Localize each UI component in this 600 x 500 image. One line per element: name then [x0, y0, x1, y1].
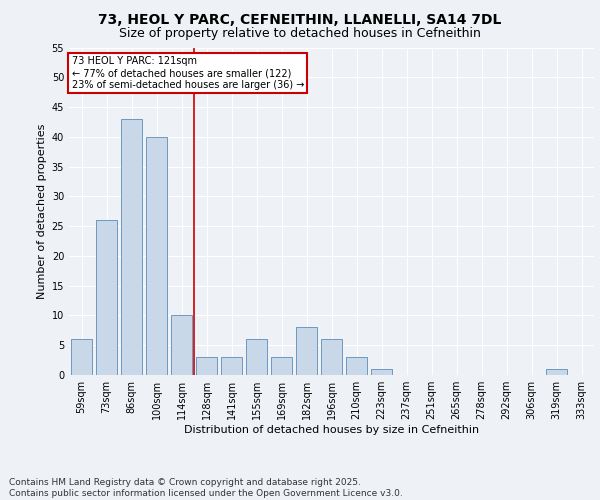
Bar	[246, 340, 267, 375]
Bar	[71, 340, 92, 375]
Bar	[321, 340, 342, 375]
Bar	[296, 328, 317, 375]
Bar	[546, 369, 567, 375]
Bar	[121, 119, 142, 375]
Bar	[371, 369, 392, 375]
Text: 73 HEOL Y PARC: 121sqm
← 77% of detached houses are smaller (122)
23% of semi-de: 73 HEOL Y PARC: 121sqm ← 77% of detached…	[71, 56, 304, 90]
X-axis label: Distribution of detached houses by size in Cefneithin: Distribution of detached houses by size …	[184, 425, 479, 435]
Y-axis label: Number of detached properties: Number of detached properties	[37, 124, 47, 299]
Text: Contains HM Land Registry data © Crown copyright and database right 2025.
Contai: Contains HM Land Registry data © Crown c…	[9, 478, 403, 498]
Bar	[271, 357, 292, 375]
Text: 73, HEOL Y PARC, CEFNEITHIN, LLANELLI, SA14 7DL: 73, HEOL Y PARC, CEFNEITHIN, LLANELLI, S…	[98, 12, 502, 26]
Bar	[346, 357, 367, 375]
Bar	[146, 137, 167, 375]
Bar	[96, 220, 117, 375]
Text: Size of property relative to detached houses in Cefneithin: Size of property relative to detached ho…	[119, 28, 481, 40]
Bar	[196, 357, 217, 375]
Bar	[221, 357, 242, 375]
Bar	[171, 316, 192, 375]
